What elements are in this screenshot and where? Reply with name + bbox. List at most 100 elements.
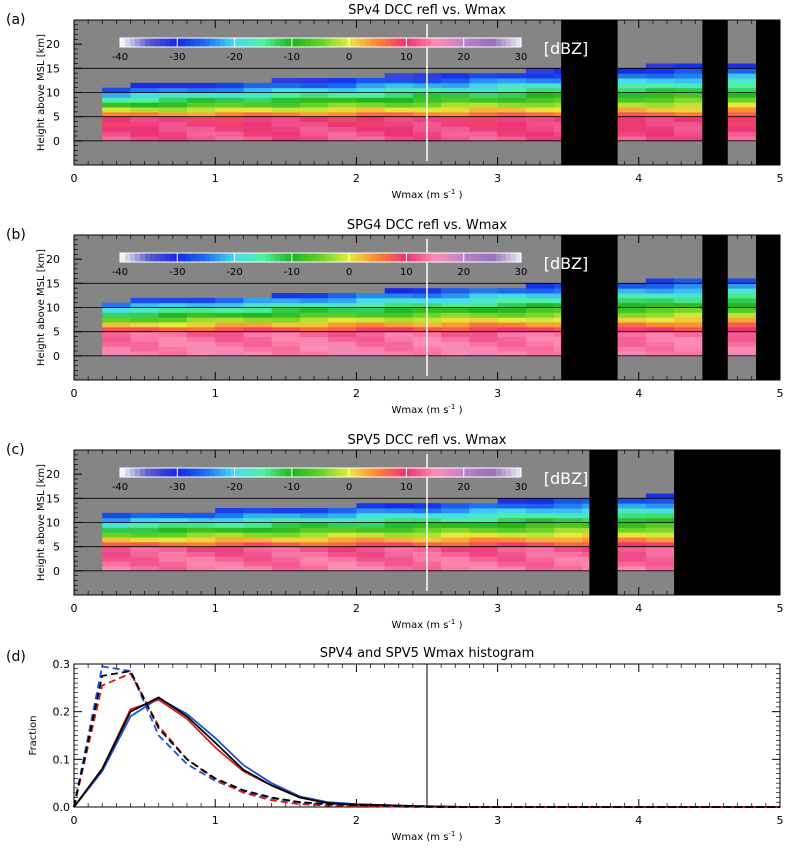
heatmap-cell bbox=[215, 126, 244, 132]
colorbar-segment bbox=[310, 468, 317, 477]
heatmap-cell bbox=[525, 556, 555, 562]
heatmap-cell bbox=[554, 561, 583, 567]
y-tick-label: 15 bbox=[46, 62, 60, 75]
heatmap-cell bbox=[554, 68, 562, 74]
heatmap-cell bbox=[497, 302, 527, 308]
heatmap-cell bbox=[674, 336, 703, 342]
heatmap-cell bbox=[215, 136, 244, 142]
heatmap-cell bbox=[674, 73, 703, 79]
colorbar-segment bbox=[210, 253, 216, 262]
heatmap-cell bbox=[441, 508, 470, 514]
heatmap-cell bbox=[130, 532, 160, 538]
heatmap-cell bbox=[554, 522, 583, 528]
heatmap-cell bbox=[727, 341, 757, 347]
heatmap-cell bbox=[102, 556, 131, 562]
heatmap-cell bbox=[582, 512, 590, 519]
colorbar-segment bbox=[405, 38, 412, 47]
heatmap-cell bbox=[384, 537, 414, 543]
heatmap-cell bbox=[645, 541, 675, 548]
heatmap-cell bbox=[328, 351, 357, 357]
heatmap-cell bbox=[356, 527, 386, 533]
x-tick-label: 4 bbox=[635, 602, 642, 615]
heatmap-cell bbox=[497, 556, 527, 562]
heatmap-cell bbox=[525, 116, 555, 122]
colorbar-segment bbox=[205, 253, 211, 262]
heatmap-cell bbox=[130, 556, 160, 562]
colorbar-segment bbox=[235, 38, 241, 47]
heatmap-cell bbox=[441, 78, 470, 84]
heatmap-cell bbox=[186, 92, 216, 98]
heatmap-cell bbox=[186, 126, 216, 132]
colorbar-segment bbox=[210, 38, 216, 47]
colorbar-segment bbox=[430, 253, 437, 262]
heatmap-cell bbox=[299, 78, 329, 84]
heatmap-cell bbox=[299, 307, 329, 313]
heatmap-cell bbox=[441, 326, 470, 333]
heatmap-cell bbox=[441, 546, 470, 552]
colorbar-segment bbox=[255, 38, 261, 47]
colorbar-segment bbox=[500, 253, 507, 262]
heatmap-cell bbox=[186, 317, 216, 323]
colorbar-segment bbox=[455, 38, 462, 47]
colorbar-segment bbox=[365, 38, 372, 47]
heatmap-cell bbox=[497, 512, 527, 519]
colorbar-segment bbox=[160, 38, 166, 47]
colorbar-unit: [dBZ] bbox=[544, 469, 589, 488]
heatmap-cell bbox=[384, 121, 414, 127]
colorbar-segment bbox=[280, 253, 287, 262]
heatmap-cell bbox=[158, 331, 188, 337]
heatmap-cell bbox=[582, 532, 590, 538]
heatmap-cell bbox=[497, 503, 527, 509]
colorbar-segment bbox=[305, 38, 312, 47]
heatmap-cell bbox=[215, 517, 244, 523]
heatmap-cell bbox=[102, 326, 131, 333]
colorbar-segment bbox=[120, 38, 126, 47]
heatmap-cell bbox=[441, 126, 470, 132]
colorbar-segment bbox=[290, 253, 297, 262]
heatmap-cell bbox=[727, 297, 757, 304]
colorbar-segment bbox=[295, 253, 302, 262]
heatmap-cell bbox=[525, 97, 555, 103]
colorbar-tick-label: -20 bbox=[226, 482, 242, 493]
heatmap-cell bbox=[469, 97, 499, 103]
heatmap-cell bbox=[356, 508, 386, 514]
colorbar-segment bbox=[350, 38, 357, 47]
colorbar-segment bbox=[290, 38, 297, 47]
colorbar-segment bbox=[265, 38, 271, 47]
heatmap-cell bbox=[674, 297, 703, 304]
heatmap-cell bbox=[215, 116, 244, 122]
heatmap-cell bbox=[525, 532, 555, 538]
heatmap-cell bbox=[186, 111, 216, 118]
colorbar-segment bbox=[405, 468, 412, 477]
heatmap-cell bbox=[271, 111, 301, 118]
colorbar-segment bbox=[150, 253, 156, 262]
heatmap-cell bbox=[469, 82, 499, 89]
heatmap-cell bbox=[328, 551, 357, 557]
y-tick-label: 0 bbox=[53, 135, 60, 148]
heatmap-cell bbox=[356, 111, 386, 118]
colorbar-segment bbox=[190, 253, 196, 262]
colorbar-segment bbox=[160, 468, 166, 477]
heatmap-cell bbox=[271, 532, 301, 538]
heatmap-cell bbox=[102, 107, 131, 113]
heatmap-cell bbox=[328, 126, 357, 132]
heatmap-cell bbox=[525, 102, 555, 108]
heatmap-cell bbox=[674, 293, 703, 299]
colorbar-segment bbox=[335, 468, 342, 477]
heatmap-cell bbox=[102, 331, 131, 337]
heatmap-cell bbox=[674, 63, 703, 69]
colorbar-segment bbox=[255, 468, 261, 477]
heatmap-cell bbox=[328, 78, 357, 84]
colorbar-segment bbox=[220, 38, 226, 47]
heatmap-cell bbox=[645, 317, 675, 323]
heatmap-cell bbox=[158, 336, 188, 342]
heatmap-cell bbox=[384, 331, 414, 337]
heatmap-cell bbox=[525, 498, 555, 504]
heatmap-cell bbox=[497, 346, 527, 352]
x-tick-label: 4 bbox=[635, 814, 642, 827]
colorbar-segment bbox=[485, 38, 492, 47]
heatmap-cell bbox=[186, 346, 216, 352]
heatmap-cell bbox=[645, 111, 675, 118]
heatmap-cell bbox=[328, 561, 357, 567]
heatmap-cell bbox=[727, 288, 757, 294]
